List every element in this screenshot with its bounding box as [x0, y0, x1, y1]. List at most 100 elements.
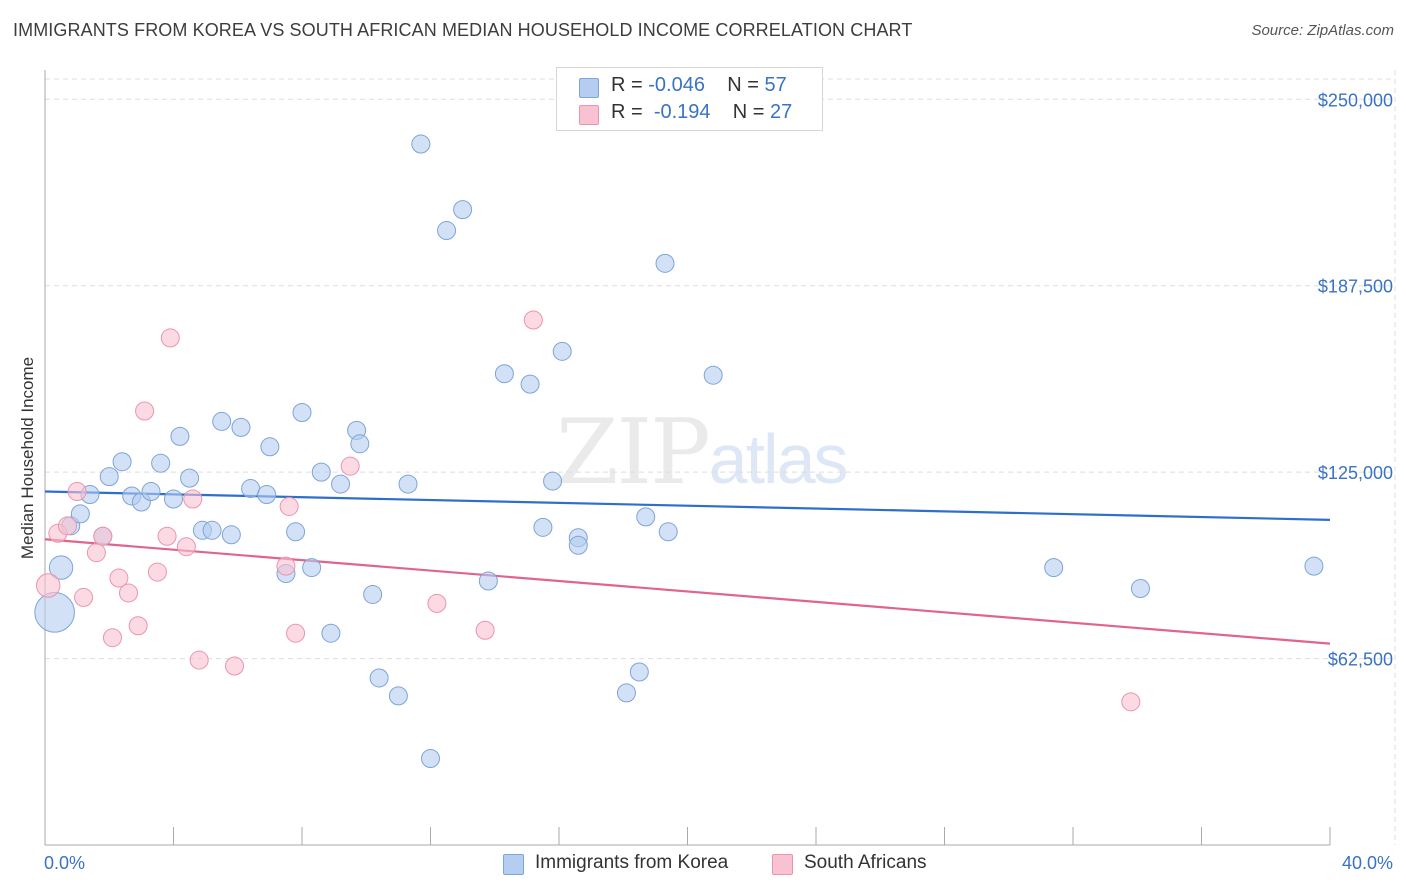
legend-row-sa-text: R = -0.194 N = 27: [611, 101, 792, 124]
legend-item-korea: Immigrants from Korea: [503, 852, 729, 875]
y-tick-label: $187,500: [1318, 277, 1393, 297]
sa-point: [183, 489, 203, 509]
korea-point: [292, 402, 312, 422]
korea-swatch: [579, 78, 599, 98]
sa-point: [74, 587, 94, 607]
correlation-legend: R = -0.046 N = 57 R = -0.194 N = 27: [556, 67, 823, 131]
korea-point: [241, 479, 261, 499]
korea-point: [141, 482, 161, 502]
sa-point: [119, 583, 139, 603]
korea-point: [369, 668, 389, 688]
korea-point: [478, 571, 498, 591]
axes: [44, 70, 1331, 846]
r-label: R =: [611, 74, 643, 96]
korea-point: [453, 200, 473, 220]
korea-point: [568, 535, 588, 555]
sa-point: [36, 573, 61, 598]
korea-point: [1304, 556, 1324, 576]
sa-point: [286, 623, 306, 643]
korea-point: [321, 623, 341, 643]
sa-point: [160, 328, 180, 348]
korea-point: [703, 365, 723, 385]
korea-point: [363, 584, 383, 604]
sa-point: [523, 310, 543, 330]
grid-lines: [45, 70, 1396, 845]
watermark-zip: ZIP: [556, 400, 711, 505]
korea-point: [350, 434, 370, 454]
trend-lines: [44, 490, 1331, 645]
korea-trend-line: [44, 490, 1331, 521]
korea-point: [70, 504, 90, 524]
source-credit: Source: ZipAtlas.com: [1251, 22, 1394, 39]
korea-point: [180, 468, 200, 488]
sa-point: [189, 650, 209, 670]
sa-point: [279, 496, 299, 516]
r-value-sa: -0.194: [653, 101, 711, 123]
chart-title: IMMIGRANTS FROM KOREA VS SOUTH AFRICAN M…: [13, 20, 913, 40]
korea-point: [286, 522, 306, 542]
r-label: R =: [611, 101, 643, 123]
data-points: [34, 134, 1324, 768]
sa-point: [102, 628, 122, 648]
korea-point: [543, 471, 563, 491]
korea-legend-label: Immigrants from Korea: [535, 852, 729, 873]
sa-point: [128, 616, 148, 636]
sa-point: [135, 401, 155, 421]
n-value-sa: 27: [770, 101, 793, 123]
korea-point: [170, 426, 190, 446]
korea-point: [221, 525, 241, 545]
sa-point: [276, 556, 296, 576]
korea-point: [655, 253, 675, 273]
korea-point: [257, 485, 277, 505]
korea-point: [494, 364, 514, 384]
legend-item-sa: South Africans: [772, 852, 927, 875]
korea-point: [99, 467, 119, 487]
sa-legend-label: South Africans: [804, 852, 927, 873]
y-tick-label: $250,000: [1318, 90, 1393, 110]
korea-point: [112, 452, 132, 472]
watermark: ZIPatlas: [556, 400, 849, 505]
korea-point: [629, 662, 649, 682]
y-tick-label: $62,500: [1328, 650, 1393, 670]
korea-point: [421, 748, 440, 768]
sa-point: [147, 562, 167, 582]
korea-point: [48, 555, 74, 580]
korea-point: [164, 489, 183, 509]
sa-point: [109, 568, 129, 588]
korea-point: [388, 686, 408, 706]
korea-point: [212, 411, 232, 431]
korea-point: [311, 462, 331, 482]
korea-point: [202, 520, 222, 540]
korea-point: [34, 592, 75, 633]
sa-point: [225, 656, 245, 676]
x-tick-label-max: 40.0%: [1342, 853, 1393, 873]
korea-point: [331, 474, 351, 494]
korea-point: [616, 683, 636, 703]
n-label: N =: [727, 74, 759, 96]
n-value-korea: 57: [764, 74, 787, 96]
sa-point: [157, 526, 177, 546]
sa-point: [427, 593, 447, 613]
y-tick-label: $125,000: [1318, 463, 1393, 483]
sa-point: [475, 620, 495, 640]
korea-point: [1130, 578, 1150, 598]
korea-legend-swatch: [503, 854, 524, 875]
korea-point: [260, 437, 280, 457]
sa-point: [86, 543, 106, 563]
korea-point: [636, 507, 656, 527]
n-label: N =: [732, 101, 765, 123]
sa-point: [93, 526, 113, 546]
x-tick-label-min: 0.0%: [44, 853, 85, 873]
korea-point: [411, 134, 431, 154]
sa-point: [67, 482, 87, 502]
korea-point: [398, 474, 418, 494]
sa-point: [1121, 692, 1141, 712]
watermark-atlas: atlas: [708, 420, 849, 498]
sa-point: [340, 456, 360, 476]
tick-labels: $62,500 $125,000 $187,500 $250,000 0.0% 40.0%: [44, 90, 1393, 873]
korea-point: [437, 221, 457, 241]
sa-trend-line: [44, 538, 1331, 645]
korea-point: [151, 453, 171, 473]
sa-swatch: [579, 105, 599, 125]
